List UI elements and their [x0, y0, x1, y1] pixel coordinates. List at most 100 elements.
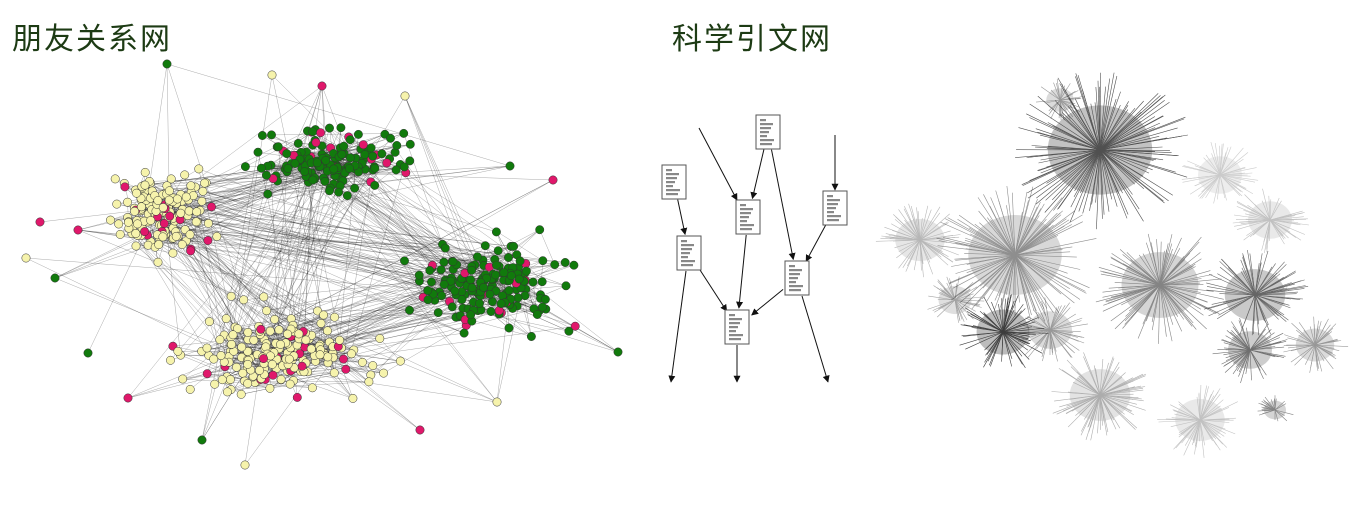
person-node	[140, 167, 150, 177]
friendship-edge	[170, 168, 334, 361]
citation-arrow	[801, 295, 830, 383]
person-node	[194, 164, 204, 174]
person-node	[440, 243, 450, 253]
person-node	[509, 241, 519, 251]
person-node	[240, 162, 250, 172]
person-node	[203, 236, 213, 245]
person-node	[400, 91, 410, 101]
friendship-edge	[315, 85, 323, 130]
friendship-edge	[293, 355, 384, 374]
person-node	[521, 266, 531, 276]
person-node	[405, 305, 414, 315]
person-node	[137, 202, 146, 212]
person-node	[353, 129, 363, 139]
person-node	[200, 178, 210, 188]
person-node	[323, 352, 333, 362]
person-node	[267, 70, 277, 80]
friendship-edge	[201, 165, 272, 441]
person-node	[146, 216, 156, 225]
person-node	[185, 384, 195, 394]
citation-arrow	[771, 149, 796, 261]
person-node	[164, 186, 174, 196]
person-node	[243, 327, 253, 337]
person-node	[306, 344, 316, 354]
person-node	[345, 135, 355, 145]
person-node	[493, 246, 503, 256]
person-node	[228, 330, 238, 340]
person-node	[130, 206, 140, 216]
person-node	[259, 292, 269, 302]
person-node	[173, 346, 183, 356]
person-node	[185, 230, 195, 240]
person-node	[184, 206, 194, 216]
person-node	[123, 393, 133, 403]
person-node	[437, 291, 447, 301]
person-node	[21, 253, 31, 263]
person-node	[154, 240, 164, 250]
friendship-edge	[300, 85, 323, 153]
person-node	[491, 227, 501, 237]
person-node	[335, 335, 345, 345]
friendship-edge	[241, 388, 270, 395]
person-node	[537, 277, 547, 287]
friendship-edge	[452, 246, 514, 262]
person-node	[186, 181, 196, 191]
person-node	[232, 362, 241, 372]
person-node	[204, 317, 214, 327]
person-node	[276, 340, 285, 349]
person-node	[171, 231, 181, 241]
citation-cluster	[875, 203, 961, 278]
citation-edges	[668, 127, 839, 383]
person-node	[513, 293, 523, 303]
person-node	[459, 328, 469, 338]
citation-network-image	[875, 72, 1349, 458]
person-node	[114, 219, 124, 229]
citation-cluster	[1157, 384, 1238, 458]
person-node	[336, 123, 346, 133]
person-node	[165, 211, 175, 221]
document-icon	[827, 195, 841, 222]
person-node	[504, 286, 514, 295]
friendship-edge	[324, 180, 498, 403]
person-node	[181, 192, 191, 202]
person-node	[153, 196, 163, 205]
friendship-edge	[172, 227, 517, 255]
person-node	[377, 149, 387, 159]
person-node	[423, 286, 433, 295]
friendship-edge	[186, 196, 474, 303]
person-node	[217, 375, 227, 385]
person-node	[225, 375, 235, 384]
person-node	[274, 325, 284, 335]
person-node	[238, 368, 248, 378]
person-node	[395, 356, 405, 366]
citation-cluster	[1283, 316, 1349, 373]
friendship-edge	[273, 168, 303, 353]
person-node	[447, 302, 457, 312]
friendship-network	[21, 59, 623, 470]
person-node	[366, 143, 376, 153]
person-node	[345, 164, 354, 173]
document-icon	[760, 119, 774, 146]
person-node	[270, 314, 280, 324]
person-node	[457, 295, 467, 305]
friendship-edge	[198, 168, 243, 374]
friendship-edge	[299, 85, 323, 161]
person-node	[140, 180, 150, 190]
person-node	[348, 393, 358, 403]
person-node	[391, 165, 401, 175]
person-node	[475, 298, 484, 308]
person-node	[504, 323, 514, 333]
person-node	[347, 349, 356, 359]
citation-cluster	[1035, 79, 1084, 121]
person-node	[486, 307, 496, 316]
friendship-edge	[317, 310, 410, 312]
person-node	[405, 156, 415, 166]
person-node	[123, 217, 133, 227]
person-node	[317, 81, 327, 91]
person-node	[186, 246, 196, 256]
person-node	[540, 294, 550, 304]
person-node	[222, 387, 232, 397]
paper-node	[822, 190, 848, 226]
person-node	[400, 256, 409, 266]
person-node	[262, 306, 272, 316]
